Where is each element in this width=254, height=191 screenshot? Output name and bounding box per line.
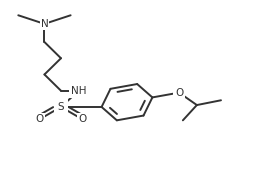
Text: O: O — [175, 88, 183, 98]
Text: O: O — [78, 114, 87, 124]
Text: O: O — [35, 114, 43, 124]
Text: N: N — [41, 19, 48, 29]
Text: S: S — [58, 102, 64, 112]
Text: NH: NH — [71, 86, 87, 96]
